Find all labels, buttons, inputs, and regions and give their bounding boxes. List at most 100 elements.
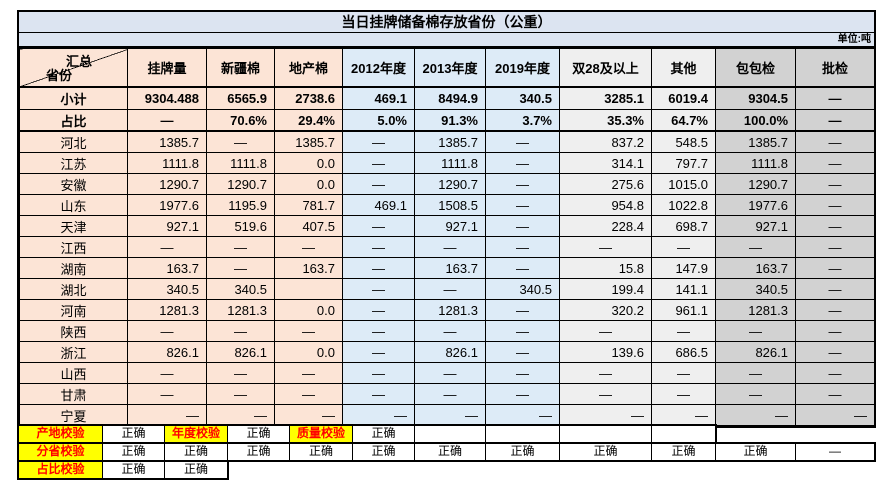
data-cell: 147.9 [651, 257, 716, 279]
data-cell: 3.7% [485, 109, 560, 132]
data-cell: — [795, 109, 875, 132]
data-cell: — [342, 173, 415, 195]
data-cell: — [485, 341, 560, 363]
data-cell: 927.1 [127, 215, 207, 237]
check-label: 质量校验 [289, 426, 352, 442]
data-cell: — [206, 236, 275, 258]
data-cell: — [414, 236, 486, 258]
data-cell: — [206, 362, 275, 384]
data-cell: — [559, 383, 652, 405]
data-cell: 1290.7 [414, 173, 486, 195]
data-cell: 469.1 [342, 194, 415, 216]
data-cell: — [127, 383, 207, 405]
data-cell: — [485, 152, 560, 174]
data-cell: 15.8 [559, 257, 652, 279]
check-label: 年度校验 [164, 426, 227, 442]
data-cell: — [485, 404, 560, 426]
data-cell: 70.6% [206, 109, 275, 132]
data-cell: 9304.5 [715, 86, 796, 110]
data-cell: — [485, 236, 560, 258]
data-cell: 29.4% [274, 109, 343, 132]
validation-checks: 产地校验 正确 年度校验 正确 质量校验 正确 分省校验 正确 正确 正确 正确 正确 正确 正确 正确 正确… [17, 424, 876, 480]
header-cell: 2019年度 [485, 48, 560, 88]
data-cell: 1281.3 [414, 299, 486, 321]
data-cell: — [342, 299, 415, 321]
data-cell: — [274, 404, 343, 426]
data-cell: 0.0 [274, 341, 343, 363]
data-cell: 826.1 [715, 341, 796, 363]
data-cell: 340.5 [715, 278, 796, 300]
data-cell: 519.6 [206, 215, 275, 237]
data-cell: 340.5 [206, 278, 275, 300]
row-label: 河南 [19, 299, 128, 321]
data-cell: 1022.8 [651, 194, 716, 216]
row-label: 小计 [19, 86, 128, 110]
corner-top-label: 汇总 [66, 54, 93, 69]
data-cell: 199.4 [559, 278, 652, 300]
data-cell: — [485, 130, 560, 153]
data-cell: — [342, 278, 415, 300]
check-row-province-check: 分省校验 正确 正确 正确 正确 正确 正确 正确 正确 正确 正确 — [17, 442, 876, 462]
data-cell: — [651, 236, 716, 258]
data-cell: — [342, 130, 415, 153]
data-cell: 1111.8 [715, 152, 796, 174]
data-cell: 0.0 [274, 173, 343, 195]
report-title: 当日挂牌储备棉存放省份（公重） [19, 12, 874, 32]
check-empty-cell [414, 426, 485, 442]
data-cell: 35.3% [559, 109, 652, 132]
data-cell: 1111.8 [127, 152, 207, 174]
data-cell: — [715, 404, 796, 426]
check-result-cell: 正确 [102, 426, 164, 442]
data-cell: — [127, 404, 207, 426]
data-cell: 100.0% [715, 109, 796, 132]
data-cell: — [342, 257, 415, 279]
header-cell: 新疆棉 [206, 48, 275, 88]
row-label: 甘肃 [19, 383, 128, 405]
check-result-cell: — [795, 444, 874, 460]
header-cell: 其他 [651, 48, 716, 88]
data-cell: 548.5 [651, 130, 716, 153]
data-cell: — [485, 215, 560, 237]
cotton-storage-report: 当日挂牌储备棉存放省份（公重） 单位:吨 汇总 省份 挂牌量 新疆棉 地产棉 2012年度… [17, 10, 876, 428]
check-row-ratio-check: 占比校验 正确 正确 [17, 460, 229, 480]
data-cell: 1111.8 [414, 152, 486, 174]
data-cell: 686.5 [651, 341, 716, 363]
data-cell: — [127, 109, 207, 132]
data-cell: 228.4 [559, 215, 652, 237]
data-cell: 407.5 [274, 215, 343, 237]
data-cell: — [485, 257, 560, 279]
data-cell: 1977.6 [127, 194, 207, 216]
data-cell: 1281.3 [206, 299, 275, 321]
data-cell: — [206, 404, 275, 426]
cotton-storage-table: 汇总 省份 挂牌量 新疆棉 地产棉 2012年度 2013年度 2019年度 双28及以上 其他包… [19, 48, 875, 426]
data-cell: 6019.4 [651, 86, 716, 110]
data-cell: — [559, 236, 652, 258]
data-cell: 826.1 [127, 341, 207, 363]
data-cell: — [559, 404, 652, 426]
data-cell: — [414, 383, 486, 405]
data-cell: — [651, 362, 716, 384]
check-result-cell: 正确 [164, 444, 227, 460]
data-cell: 91.3% [414, 109, 486, 132]
data-cell: 163.7 [127, 257, 207, 279]
data-cell: 1111.8 [206, 152, 275, 174]
data-cell: — [274, 362, 343, 384]
data-cell [274, 278, 343, 300]
data-cell: — [485, 320, 560, 342]
data-cell: 5.0% [342, 109, 415, 132]
data-cell: 1281.3 [127, 299, 207, 321]
data-cell: 1385.7 [414, 130, 486, 153]
data-cell: 163.7 [715, 257, 796, 279]
check-label: 占比校验 [19, 462, 102, 478]
data-cell: 1508.5 [414, 194, 486, 216]
check-result-cell: 正确 [715, 444, 795, 460]
row-label: 湖南 [19, 257, 128, 279]
data-cell: — [795, 362, 875, 384]
data-cell: 826.1 [206, 341, 275, 363]
data-cell: — [795, 194, 875, 216]
check-result-cell: 正确 [102, 444, 164, 460]
row-label: 湖北 [19, 278, 128, 300]
check-result-cell: 正确 [414, 444, 485, 460]
data-cell: — [485, 383, 560, 405]
